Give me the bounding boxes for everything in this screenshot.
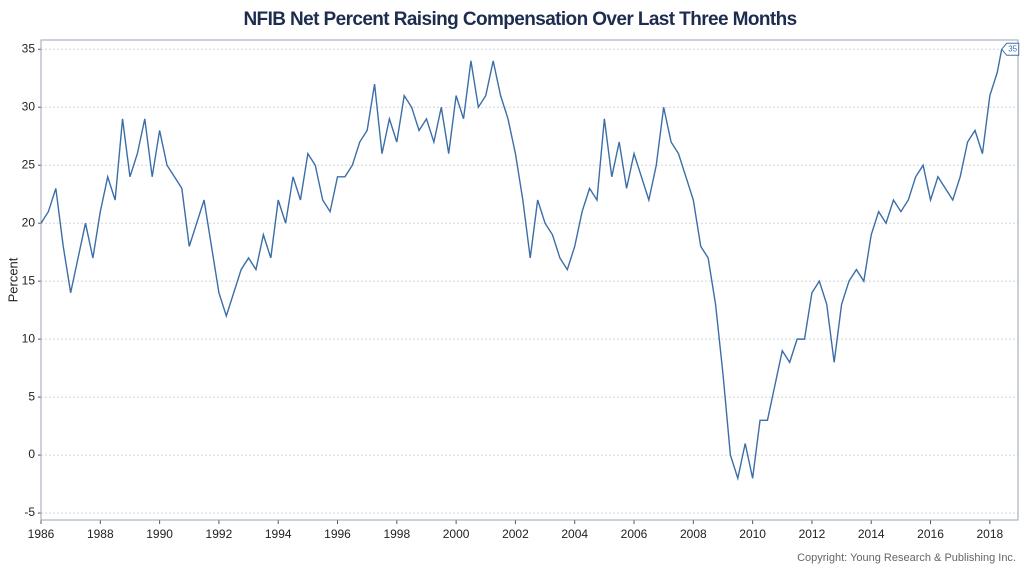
x-tick-label: 1992: [206, 527, 233, 541]
x-tick-label: 2008: [680, 527, 707, 541]
y-tick-label: 25: [22, 157, 36, 171]
y-tick-label: 30: [22, 99, 36, 113]
x-tick-label: 2002: [502, 527, 529, 541]
y-tick-label: 0: [28, 447, 35, 461]
value-label-box: [1001, 42, 1020, 56]
x-tick-label: 2006: [621, 527, 648, 541]
copyright: Copyright: Young Research & Publishing I…: [797, 552, 1016, 564]
y-tick-label: 20: [22, 215, 36, 229]
chart-title: NFIB Net Percent Raising Compensation Ov…: [243, 9, 796, 30]
x-tick-label: 1990: [146, 527, 173, 541]
x-tick-label: 1986: [28, 527, 55, 541]
x-tick-label: 2004: [561, 527, 588, 541]
y-tick-label: 35: [22, 41, 36, 55]
x-tick-label: 1996: [324, 527, 351, 541]
x-tick-label: 2010: [739, 527, 766, 541]
x-tick-label: 2012: [799, 527, 826, 541]
plot-frame: [40, 39, 1019, 521]
data-line: [40, 49, 1003, 481]
x-tick-label: 1994: [265, 527, 292, 541]
x-tick-label: 2014: [858, 527, 885, 541]
value-label: 35: [1008, 44, 1017, 53]
y-tick-label: 10: [22, 331, 36, 345]
y-tick-label: 15: [22, 273, 36, 287]
y-tick-label: 5: [28, 389, 35, 403]
x-tick-label: 2000: [443, 527, 470, 541]
x-tick-label: 1998: [383, 527, 410, 541]
x-tick-label: 1988: [87, 527, 114, 541]
x-tick-label: 2018: [976, 527, 1003, 541]
y-tick-label: -5: [24, 505, 35, 519]
y-axis-label: Percent: [5, 257, 20, 302]
x-tick-label: 2016: [917, 527, 944, 541]
